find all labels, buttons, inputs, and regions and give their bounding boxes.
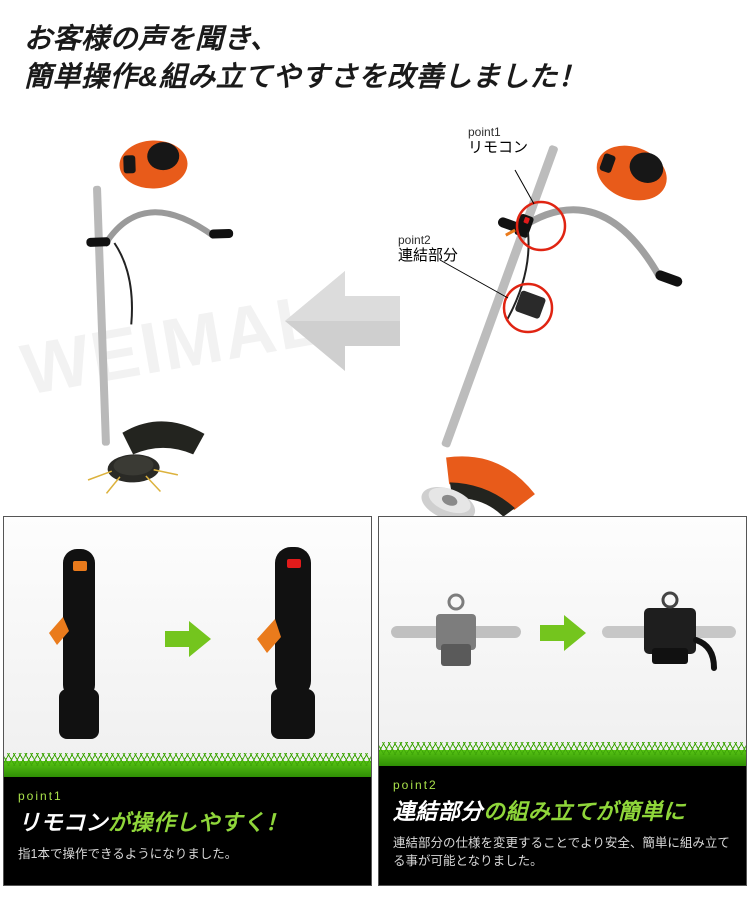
callout-point2: point2 連結部分	[398, 234, 458, 265]
panel1-title-accent: が操作しやすく！	[108, 810, 288, 835]
panels-row: point1 リモコンが操作しやすく！ 指1本で操作できるようになりました。	[0, 516, 750, 886]
panel1-desc: 指1本で操作できるようになりました。	[18, 845, 357, 863]
callout2-point: point2	[398, 234, 458, 248]
callout-point1: point1 リモコン	[468, 126, 528, 157]
panel1-caption: point1 リモコンが操作しやすく！ 指1本で操作できるようになりました。	[4, 777, 371, 885]
headline-line2: 簡単操作&組み立てやすさを改善しました！	[24, 61, 586, 92]
callout1-point: point1	[468, 126, 528, 140]
callout1-label: リモコン	[468, 139, 528, 156]
panel1-after-icon	[229, 539, 359, 739]
headline-line1: お客様の声を聞き、	[24, 23, 279, 54]
panel2-point: point2	[393, 778, 732, 792]
panel-2: point2 連結部分の組み立てが簡単に 連結部分の仕様を変更することでより安全…	[378, 516, 747, 886]
hero-comparison: point1 リモコン point2 連結部分	[0, 106, 750, 516]
panel2-grass	[379, 750, 746, 766]
small-arrow-icon	[540, 615, 586, 651]
panel2-caption: point2 連結部分の組み立てが簡単に 連結部分の仕様を変更することでより安全…	[379, 766, 746, 884]
panel1-photo-row	[4, 517, 371, 761]
panel2-title-accent: の組み立てが簡単に	[483, 799, 686, 824]
panel2-title-pre: 連結部分	[393, 799, 483, 824]
product-after	[417, 136, 694, 516]
panel1-grass	[4, 761, 371, 777]
panel2-photo-row	[379, 517, 746, 751]
panel-1: point1 リモコンが操作しやすく！ 指1本で操作できるようになりました。	[3, 516, 372, 886]
panel2-desc: 連結部分の仕様を変更することでより安全、簡単に組み立てる事が可能となりました。	[393, 834, 732, 870]
panel2-before-icon	[381, 548, 531, 718]
panel1-point: point1	[18, 789, 357, 803]
headline: お客様の声を聞き、 簡単操作&組み立てやすさを改善しました！	[0, 0, 750, 106]
small-arrow-icon	[165, 621, 211, 657]
panel1-before-icon	[21, 539, 141, 739]
panel1-title-pre: リモコン	[18, 810, 108, 835]
hero-svg	[0, 106, 750, 516]
big-arrow-icon	[285, 271, 400, 371]
panel2-after-icon	[594, 548, 744, 718]
product-before	[0, 113, 319, 516]
callout2-label: 連結部分	[398, 247, 458, 264]
